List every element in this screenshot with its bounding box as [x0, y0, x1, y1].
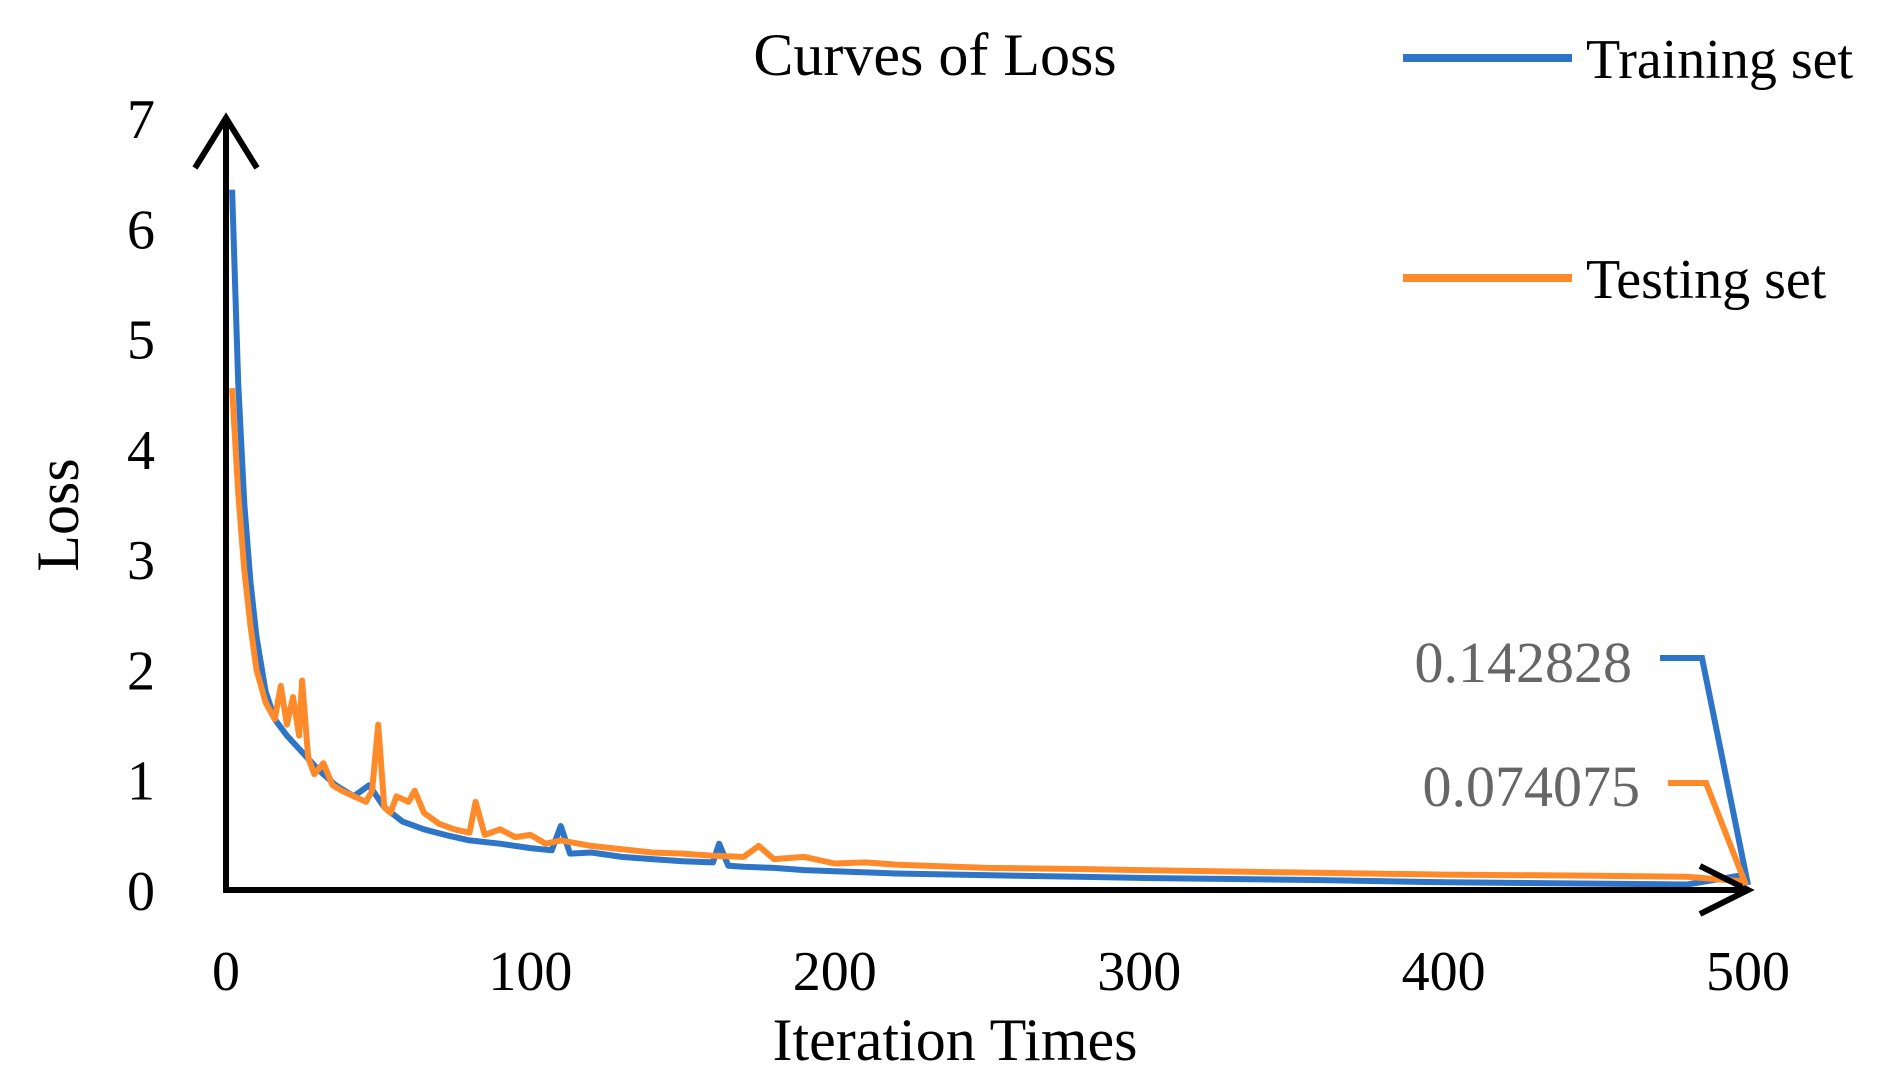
y-tick-label: 1: [127, 751, 155, 813]
callout-leader-testing: [1668, 780, 1749, 887]
y-tick-label: 3: [127, 530, 155, 592]
chart-title: Curves of Loss: [753, 22, 1116, 88]
x-axis-label: Iteration Times: [772, 1007, 1137, 1073]
y-tick-labels: 0 1 2 3 4 5 6 7: [127, 89, 155, 923]
final-value-callouts: 0.142828 0.074075: [1415, 630, 1751, 887]
y-tick-label: 6: [127, 199, 155, 261]
legend-label-testing: Testing set: [1586, 249, 1827, 311]
x-tick-label: 0: [212, 941, 240, 1003]
x-axis-arrowhead: [1698, 863, 1755, 917]
y-tick-label: 5: [127, 310, 155, 372]
series-line-testing-set: [229, 388, 1749, 885]
series-line-training-set: [229, 189, 1749, 888]
x-tick-label: 200: [793, 941, 877, 1003]
x-tick-label: 300: [1097, 941, 1181, 1003]
y-tick-label: 0: [127, 861, 155, 923]
x-tick-label: 500: [1706, 941, 1790, 1003]
callout-testing-final-loss: 0.074075: [1423, 754, 1641, 819]
axes: [192, 112, 1755, 917]
y-tick-label: 7: [127, 89, 155, 151]
legend-label-training: Training set: [1586, 29, 1854, 91]
x-tick-label: 400: [1402, 941, 1486, 1003]
x-tick-label: 100: [488, 941, 572, 1003]
callout-leader-training: [1660, 655, 1751, 886]
y-tick-label: 2: [127, 640, 155, 702]
callout-training-final-loss: 0.142828: [1415, 630, 1633, 695]
y-tick-label: 4: [127, 420, 155, 482]
x-tick-labels: 0 100 200 300 400 500: [212, 941, 1790, 1003]
series-layer: [229, 189, 1749, 888]
y-axis-label: Loss: [25, 458, 91, 571]
legend: Training set Testing set: [1403, 29, 1854, 311]
y-axis-arrowhead: [192, 112, 260, 170]
